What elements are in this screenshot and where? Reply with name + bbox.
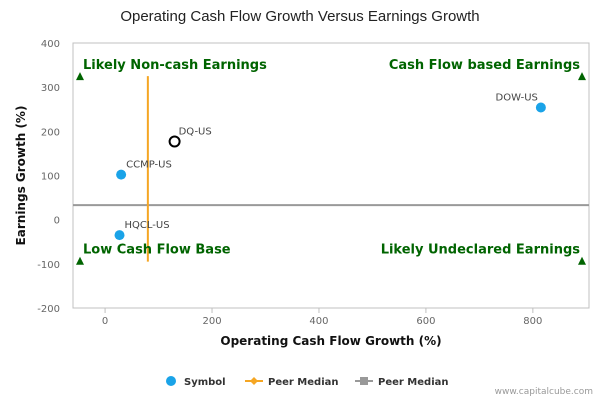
credit-text: www.capitalcube.com: [495, 387, 593, 397]
legend-marker-diamond: [250, 377, 258, 385]
quadrant-labels: Likely Non-cash Earnings Cash Flow based …: [76, 58, 586, 265]
data-point-label: DQ-US: [179, 126, 212, 137]
legend-marker-square: [360, 377, 368, 385]
x-tick-label: 800: [523, 316, 542, 327]
quadrant-label-top-right: Cash Flow based Earnings: [389, 58, 580, 73]
triangle-marker-bottom-right: [578, 256, 586, 265]
x-axis-label: Operating Cash Flow Growth (%): [220, 334, 441, 348]
data-point: [114, 230, 125, 241]
x-tick-label: 400: [309, 316, 328, 327]
triangle-marker-top-right: [578, 72, 586, 81]
plot-frame: [72, 42, 590, 309]
data-point: [116, 169, 127, 180]
y-tick-label: -100: [37, 260, 60, 271]
y-tick-labels: -200 -100 0 100 200 300 400: [37, 39, 60, 315]
y-tick-label: 200: [41, 127, 60, 138]
legend-label: Peer Median: [378, 377, 449, 388]
triangle-marker-bottom-left: [76, 256, 84, 265]
y-tick-label: 0: [54, 216, 60, 227]
x-tick-label: 0: [102, 316, 108, 327]
data-point: [168, 135, 181, 148]
y-tick-label: 400: [41, 39, 60, 50]
data-point-label: CCMP-US: [126, 160, 172, 171]
data-points: DOW-US DQ-US CCMP-US HQCL-US: [114, 92, 546, 241]
legend-marker-symbol: [166, 376, 176, 386]
plot-area: -200 -100 0 100 200 300 400 0 200 400 600 800 Like…: [37, 39, 590, 327]
triangle-marker-top-left: [76, 72, 84, 81]
x-tick-label: 200: [202, 316, 221, 327]
legend-label: Symbol: [184, 377, 226, 388]
y-tick-label: -200: [37, 304, 60, 315]
legend: Symbol Peer Median Peer Median: [166, 376, 449, 388]
y-tick-label: 100: [41, 172, 60, 183]
x-tick-label: 600: [416, 316, 435, 327]
quadrant-label-top-left: Likely Non-cash Earnings: [83, 58, 267, 73]
data-point: [535, 102, 546, 113]
data-point-label: DOW-US: [496, 92, 538, 103]
x-tick-labels: 0 200 400 600 800: [102, 316, 543, 327]
legend-label: Peer Median: [268, 377, 339, 388]
x-tick-marks: [104, 308, 534, 313]
quadrant-label-bottom-right: Likely Undeclared Earnings: [381, 243, 581, 258]
quadrant-label-bottom-left: Low Cash Flow Base: [83, 243, 231, 258]
data-point-label: HQCL-US: [125, 220, 170, 231]
y-axis-label: Earnings Growth (%): [14, 106, 28, 246]
chart-title: Operating Cash Flow Growth Versus Earnin…: [120, 8, 479, 25]
y-tick-label: 300: [41, 83, 60, 94]
